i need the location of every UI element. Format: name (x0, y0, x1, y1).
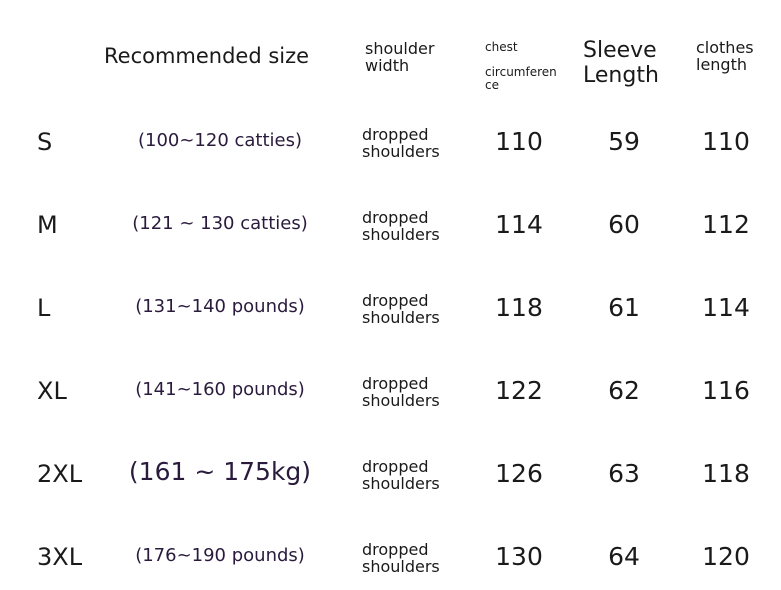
chest: 126 (495, 459, 543, 488)
size-label: L (37, 294, 51, 322)
clothes-length: 118 (702, 459, 750, 488)
shoulder-width: dropped shoulders (362, 540, 440, 576)
clothes-length: 116 (702, 376, 750, 405)
recommended-size: (131~140 pounds) (135, 296, 305, 317)
size-label: M (37, 211, 58, 239)
shoulder-width: dropped shoulders (362, 208, 440, 244)
chest: 110 (495, 127, 543, 156)
header-recommended: Recommended size (104, 44, 310, 68)
chest: 130 (495, 542, 543, 571)
chest: 114 (495, 210, 543, 239)
header-length: clothes length (696, 38, 754, 74)
size-label: 2XL (37, 460, 83, 488)
recommended-size: (176~190 pounds) (135, 545, 305, 566)
size-label: XL (37, 377, 67, 405)
recommended-size: (141~160 pounds) (135, 379, 305, 400)
shoulder-width: dropped shoulders (362, 457, 440, 493)
size-label: S (37, 128, 53, 156)
sleeve-length: 60 (608, 210, 640, 239)
shoulder-width: dropped shoulders (362, 374, 440, 410)
size-label: 3XL (37, 543, 83, 571)
sleeve-length: 62 (608, 376, 640, 405)
clothes-length: 114 (702, 293, 750, 322)
header-sleeve: Sleeve Length (583, 38, 659, 88)
header-chest: chest (485, 40, 518, 54)
clothes-length: 112 (702, 210, 750, 239)
shoulder-width: dropped shoulders (362, 125, 440, 161)
recommended-size: (100~120 catties) (137, 130, 303, 151)
sleeve-length: 64 (608, 542, 640, 571)
sleeve-length: 63 (608, 459, 640, 488)
sleeve-length: 61 (608, 293, 640, 322)
chest: 118 (495, 293, 543, 322)
recommended-size: (161 ~ 175kg) (128, 457, 312, 486)
header-shoulder: shoulder width (365, 39, 435, 75)
chest: 122 (495, 376, 543, 405)
clothes-length: 110 (702, 127, 750, 156)
sleeve-length: 59 (608, 127, 640, 156)
recommended-size: (121 ~ 130 catties) (132, 213, 308, 234)
clothes-length: 120 (702, 542, 750, 571)
shoulder-width: dropped shoulders (362, 291, 440, 327)
header-chest-sub: circumference (485, 65, 557, 92)
